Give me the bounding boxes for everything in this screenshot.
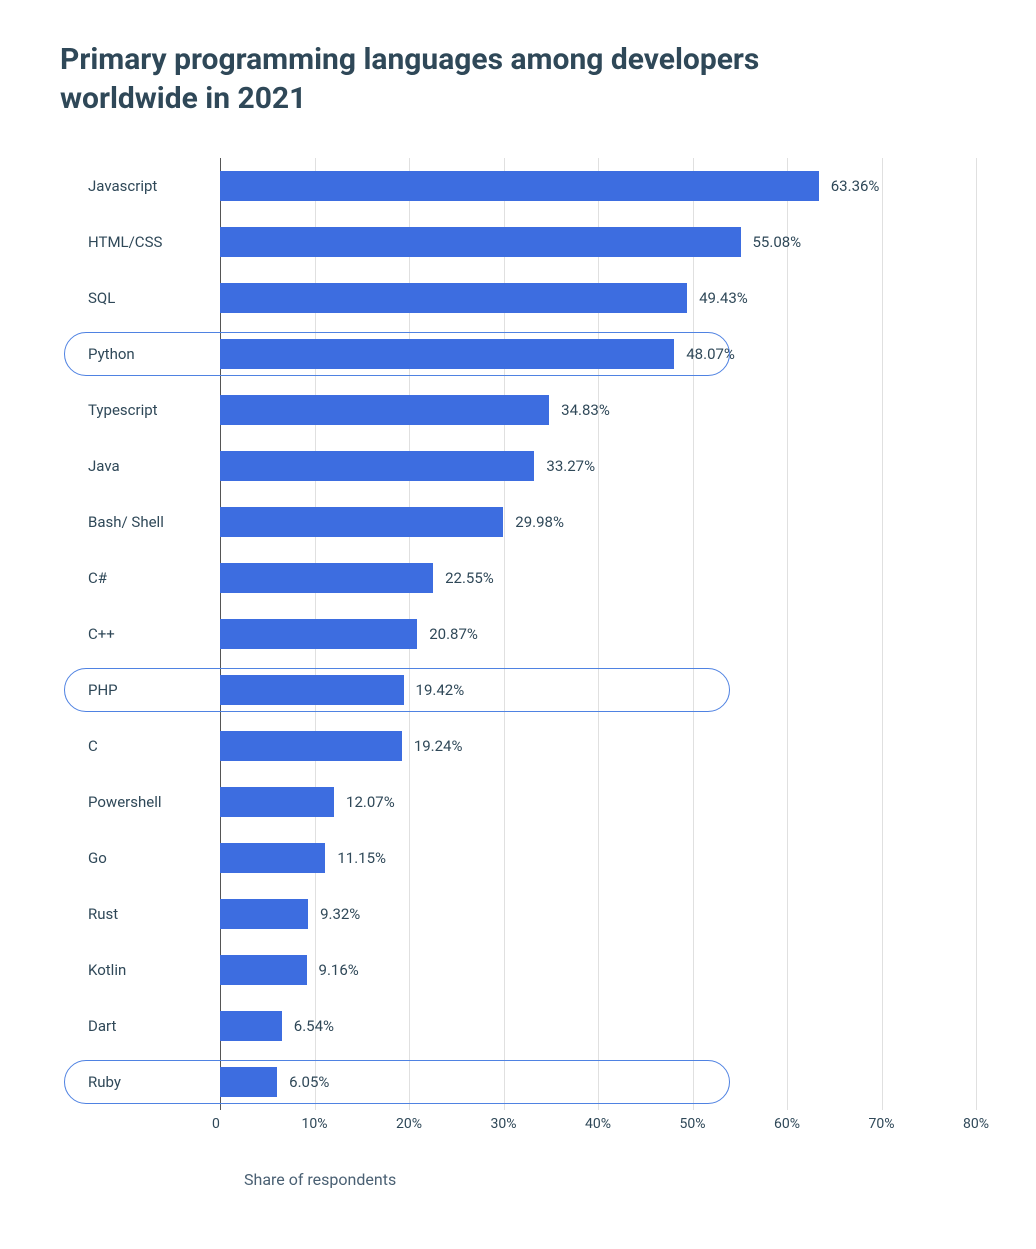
table-row: Kotlin 9.16%	[60, 942, 976, 998]
bar	[220, 619, 417, 649]
bar-value-label: 49.43%	[699, 289, 748, 307]
bar-value-label: 19.42%	[416, 681, 465, 699]
x-tick-label: 70%	[869, 1116, 895, 1132]
table-row: Bash/ Shell 29.98%	[60, 494, 976, 550]
bar	[220, 227, 741, 257]
category-label: Typescript	[60, 401, 220, 419]
bar-value-label: 19.24%	[414, 737, 463, 755]
bar-track: 22.55%	[220, 550, 976, 606]
table-row: HTML/CSS 55.08%	[60, 214, 976, 270]
category-label: Ruby	[60, 1073, 220, 1091]
x-axis-label: Share of respondents	[244, 1170, 396, 1189]
x-tick-label: 0	[212, 1116, 220, 1132]
bar	[220, 395, 549, 425]
x-tick-label: 20%	[396, 1116, 422, 1132]
bar	[220, 899, 308, 929]
bar-track: 34.83%	[220, 382, 976, 438]
category-label: C#	[60, 569, 220, 587]
bar-track: 19.42%	[220, 662, 976, 718]
bar	[220, 675, 404, 705]
bar-value-label: 9.32%	[320, 905, 360, 923]
bar	[220, 1011, 282, 1041]
bar-track: 63.36%	[220, 158, 976, 214]
bar-track: 48.07%	[220, 326, 976, 382]
bar	[220, 171, 819, 201]
chart-rows: Javascript 63.36% HTML/CSS 55.08% SQL 49.43% P…	[60, 158, 976, 1110]
bar-track: 11.15%	[220, 830, 976, 886]
category-label: Dart	[60, 1017, 220, 1035]
chart-container: Javascript 63.36% HTML/CSS 55.08% SQL 49.43% P…	[60, 158, 976, 1189]
bar-track: 49.43%	[220, 270, 976, 326]
x-tick-label: 50%	[680, 1116, 706, 1132]
category-label: Java	[60, 457, 220, 475]
bar-value-label: 22.55%	[445, 569, 494, 587]
category-label: PHP	[60, 681, 220, 699]
category-label: Rust	[60, 905, 220, 923]
category-label: Kotlin	[60, 961, 220, 979]
bar-track: 29.98%	[220, 494, 976, 550]
bar-track: 12.07%	[220, 774, 976, 830]
bar-value-label: 11.15%	[337, 849, 386, 867]
bar-track: 19.24%	[220, 718, 976, 774]
table-row: SQL 49.43%	[60, 270, 976, 326]
bar-value-label: 29.98%	[515, 513, 564, 531]
table-row: C 19.24%	[60, 718, 976, 774]
bar	[220, 955, 307, 985]
bar	[220, 731, 402, 761]
x-tick-label: 60%	[774, 1116, 800, 1132]
bar-track: 6.54%	[220, 998, 976, 1054]
bar-track: 33.27%	[220, 438, 976, 494]
bar	[220, 283, 687, 313]
bar-value-label: 12.07%	[346, 793, 395, 811]
x-tick-label: 30%	[491, 1116, 517, 1132]
bar-value-label: 6.54%	[294, 1017, 334, 1035]
table-row: Typescript 34.83%	[60, 382, 976, 438]
table-row: Dart 6.54%	[60, 998, 976, 1054]
bar-value-label: 33.27%	[546, 457, 595, 475]
bar-track: 55.08%	[220, 214, 976, 270]
bar-value-label: 63.36%	[831, 177, 880, 195]
category-label: C	[60, 737, 220, 755]
category-label: C++	[60, 625, 220, 643]
table-row: Rust 9.32%	[60, 886, 976, 942]
x-tick-label: 80%	[963, 1116, 989, 1132]
bar-value-label: 55.08%	[753, 233, 802, 251]
table-row: Javascript 63.36%	[60, 158, 976, 214]
bar	[220, 563, 433, 593]
bar	[220, 1067, 277, 1097]
bar-value-label: 6.05%	[289, 1073, 329, 1091]
bar	[220, 787, 334, 817]
category-label: Powershell	[60, 793, 220, 811]
table-row: Ruby 6.05%	[60, 1054, 976, 1110]
table-row: Java 33.27%	[60, 438, 976, 494]
x-tick-label: 10%	[302, 1116, 328, 1132]
bar-track: 6.05%	[220, 1054, 976, 1110]
table-row: C++ 20.87%	[60, 606, 976, 662]
bar	[220, 339, 674, 369]
table-row: Powershell 12.07%	[60, 774, 976, 830]
category-label: Bash/ Shell	[60, 513, 220, 531]
category-label: HTML/CSS	[60, 233, 220, 251]
bar-value-label: 9.16%	[319, 961, 359, 979]
bar	[220, 507, 503, 537]
bar-value-label: 34.83%	[561, 401, 610, 419]
chart-title: Primary programming languages among deve…	[60, 40, 820, 118]
bar	[220, 451, 534, 481]
table-row: PHP 19.42%	[60, 662, 976, 718]
x-axis: 010%20%30%40%50%60%70%80%	[60, 1116, 976, 1140]
category-label: Go	[60, 849, 220, 867]
bar	[220, 843, 325, 873]
table-row: C# 22.55%	[60, 550, 976, 606]
table-row: Python 48.07%	[60, 326, 976, 382]
category-label: Python	[60, 345, 220, 363]
category-label: Javascript	[60, 177, 220, 195]
bar-value-label: 20.87%	[429, 625, 478, 643]
bar-value-label: 48.07%	[686, 345, 735, 363]
category-label: SQL	[60, 289, 220, 307]
bar-track: 20.87%	[220, 606, 976, 662]
table-row: Go 11.15%	[60, 830, 976, 886]
bar-track: 9.32%	[220, 886, 976, 942]
x-tick-label: 40%	[585, 1116, 611, 1132]
bar-track: 9.16%	[220, 942, 976, 998]
